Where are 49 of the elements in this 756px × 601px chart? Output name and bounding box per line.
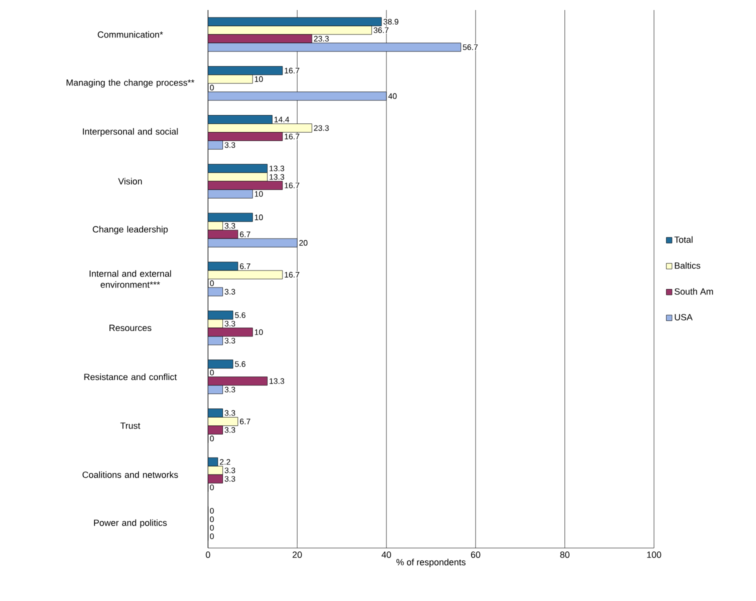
bar: [208, 221, 223, 230]
x-axis-title: % of respondents: [396, 558, 466, 568]
bar: [208, 66, 283, 76]
bar: [208, 124, 312, 132]
bar: [208, 336, 223, 346]
x-tick-label: 40: [382, 552, 392, 558]
y-tick-label: Internal and external environment***: [90, 270, 171, 288]
bar: [208, 408, 223, 418]
x-tick-label: 20: [292, 552, 302, 558]
x-tick-label: 60: [471, 552, 480, 558]
bar: [208, 238, 298, 248]
x-tick-label: 100: [647, 552, 662, 558]
legend-label: Baltics: [674, 262, 700, 269]
x-tick-label: 0: [206, 552, 210, 558]
bar: [208, 310, 234, 320]
bar: [208, 164, 268, 173]
bar: [208, 376, 268, 386]
bar: [208, 417, 238, 426]
y-tick-label: Resources: [110, 324, 152, 332]
bar: [208, 132, 283, 141]
bar: [208, 230, 238, 239]
bar: [208, 92, 387, 101]
bar: [208, 74, 253, 84]
y-tick-label: Vision: [118, 178, 142, 184]
bar: [208, 172, 268, 182]
bar: [208, 140, 223, 150]
bar: [208, 466, 223, 475]
y-tick-label: Trust: [120, 422, 140, 429]
bar: [208, 212, 253, 222]
y-tick-label: Change leadership: [92, 226, 168, 234]
bar: [208, 180, 283, 190]
y-tick-label: Interpersonal and social: [82, 128, 178, 136]
y-tick-label: Coalitions and networks: [82, 471, 178, 478]
x-tick-label: 80: [560, 552, 570, 558]
legend-label: Total: [674, 236, 693, 243]
bar: [208, 319, 223, 328]
bar: [208, 474, 223, 484]
y-tick-label: Communication*: [98, 31, 163, 38]
bar: [208, 385, 223, 394]
y-tick-label: Power and politics: [94, 519, 167, 528]
legend-label: USA: [674, 314, 693, 320]
bar: [208, 189, 253, 198]
bar: [208, 328, 253, 337]
bar: [208, 360, 234, 369]
y-tick-label: Resistance and conflict: [84, 374, 177, 380]
bar: [208, 115, 272, 124]
y-tick-label: Managing the change process**: [66, 79, 194, 88]
bar: [208, 426, 223, 434]
legend-label: South Am: [674, 288, 713, 295]
